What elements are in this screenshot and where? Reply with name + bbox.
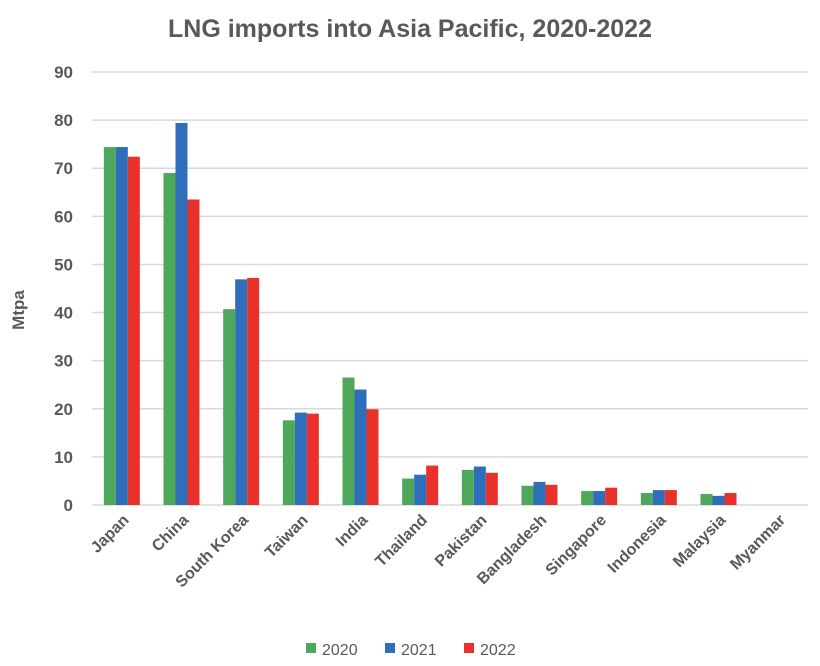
legend-label: 2020 (322, 642, 358, 659)
bar-2020 (461, 469, 474, 505)
chart-title: LNG imports into Asia Pacific, 2020-2022 (168, 15, 652, 43)
y-tick-label: 90 (54, 63, 73, 82)
bar-2022 (306, 413, 319, 505)
bar-2020 (223, 309, 236, 505)
legend-swatch-2022 (464, 643, 474, 653)
y-tick-label: 40 (54, 304, 73, 323)
y-tick-label: 50 (54, 255, 73, 274)
bar-2020 (163, 173, 176, 506)
bar-2022 (605, 487, 618, 505)
bar-2021 (652, 490, 665, 505)
x-tick-label: China (149, 512, 193, 556)
legend-label: 2021 (401, 642, 437, 659)
y-tick-label: 10 (54, 448, 73, 467)
y-tick-label: 0 (64, 496, 73, 515)
y-tick-label: 70 (54, 159, 73, 178)
bar-2020 (640, 492, 653, 505)
bar-2021 (473, 466, 486, 505)
x-tick-label: Taiwan (262, 512, 312, 562)
x-tick-label: Singapore (543, 512, 610, 579)
bar-2021 (115, 147, 128, 505)
x-tick-label: Japan (88, 512, 133, 557)
bar-2022 (127, 156, 140, 506)
bar-2020 (342, 377, 355, 505)
bar-2020 (521, 485, 534, 505)
bar-2021 (354, 389, 367, 505)
y-tick-label: 60 (54, 207, 73, 226)
x-tick-label: Thailand (372, 512, 431, 571)
x-tick-label: Malaysia (670, 512, 729, 571)
y-axis-label: Mtpa (9, 290, 28, 330)
bar-2022 (366, 409, 379, 505)
bar-2022 (247, 277, 260, 505)
bar-2022 (724, 492, 737, 505)
bar-2021 (414, 474, 427, 505)
bar-2022 (426, 465, 439, 505)
bar-2020 (282, 420, 295, 505)
bar-2022 (187, 199, 200, 505)
bar-2020 (402, 478, 415, 505)
bar-2021 (294, 412, 307, 505)
legend-swatch-2020 (306, 643, 316, 653)
legend-label: 2022 (480, 642, 516, 659)
x-tick-label: Pakistan (432, 512, 491, 571)
y-tick-label: 30 (54, 352, 73, 371)
x-tick-label: Myanmar (727, 512, 789, 574)
bar-2020 (103, 147, 116, 505)
x-tick-label: India (333, 512, 371, 550)
y-tick-label: 20 (54, 400, 73, 419)
x-tick-label: Indonesia (605, 512, 670, 577)
bar-2020 (581, 491, 594, 505)
legend-swatch-2021 (385, 643, 395, 653)
bar-2021 (593, 491, 606, 505)
bar-2021 (235, 279, 248, 505)
bar-2020 (700, 493, 713, 505)
bar-2021 (712, 495, 725, 505)
bar-2022 (545, 484, 558, 505)
bar-2021 (533, 481, 546, 505)
bar-2021 (175, 122, 188, 506)
bar-2022 (485, 472, 498, 505)
y-tick-label: 80 (54, 111, 73, 130)
bar-2022 (664, 490, 677, 505)
